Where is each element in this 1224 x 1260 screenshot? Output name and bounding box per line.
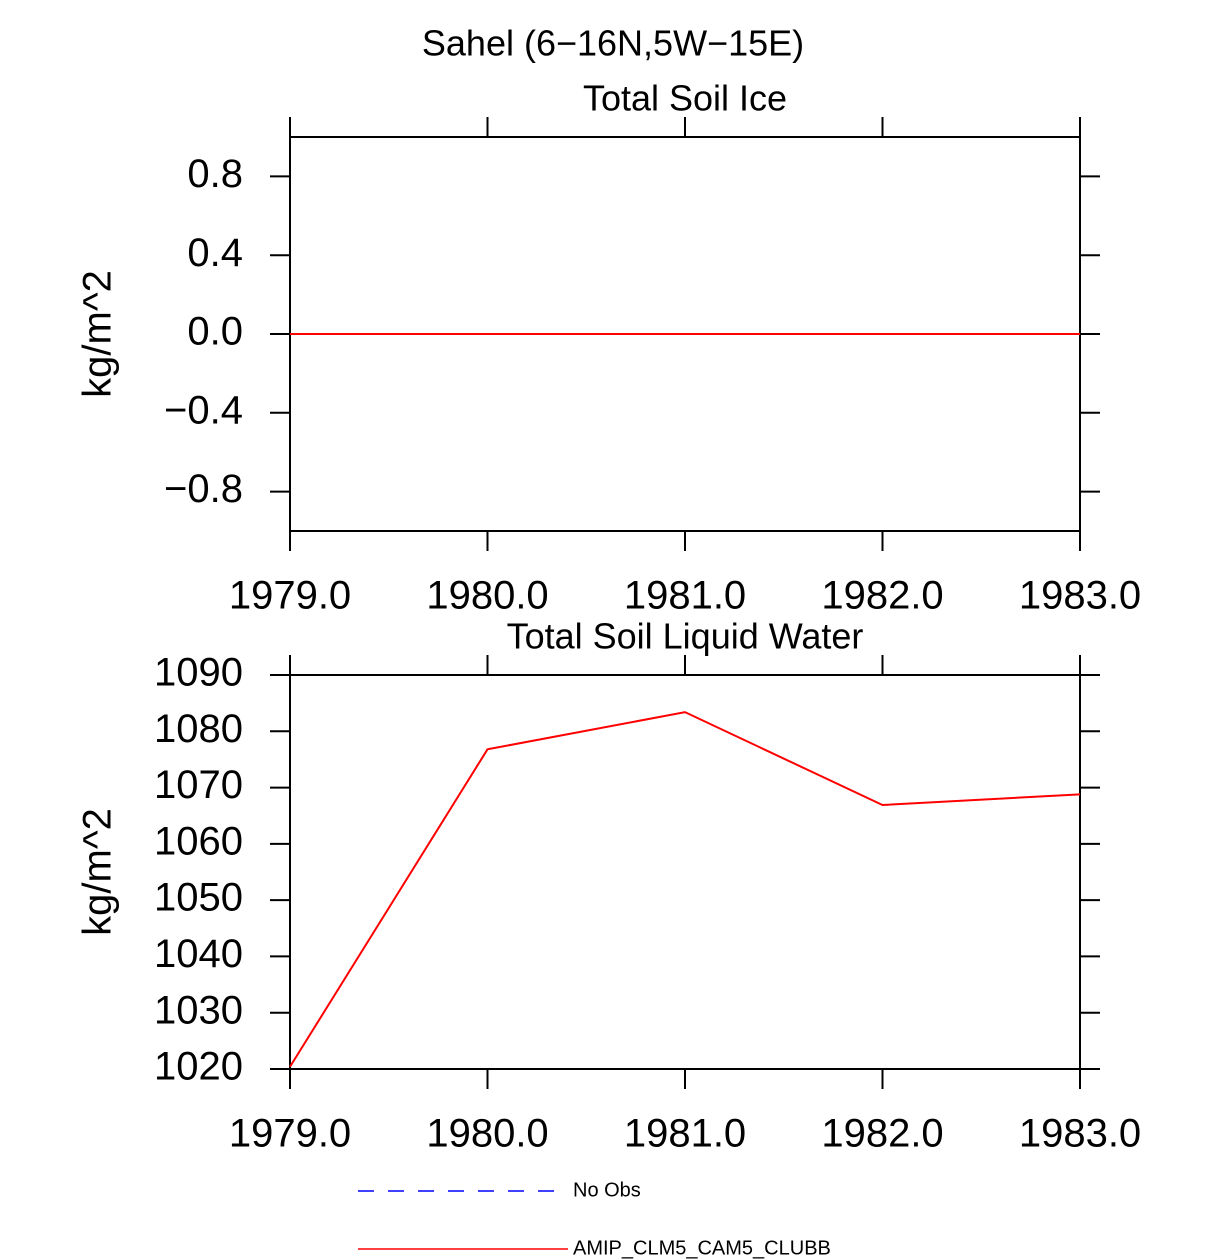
y-tick-label: −0.4 <box>164 388 243 432</box>
y-tick-label: −0.8 <box>164 467 243 511</box>
y-tick-label: 1050 <box>154 876 243 920</box>
y-axis-label: kg/m^2 <box>76 270 120 398</box>
y-tick-label: 1090 <box>154 651 243 695</box>
y-tick-label: 1030 <box>154 988 243 1032</box>
x-tick-label: 1979.0 <box>229 1112 351 1156</box>
x-tick-label: 1983.0 <box>1019 1112 1141 1156</box>
x-tick-label: 1981.0 <box>624 1112 746 1156</box>
y-tick-label: 0.8 <box>187 152 243 196</box>
x-tick-label: 1982.0 <box>821 1112 943 1156</box>
x-tick-label: 1979.0 <box>229 574 351 618</box>
plot-frame <box>289 674 1081 1070</box>
y-axis-label: kg/m^2 <box>76 808 120 936</box>
y-tick-label: 1070 <box>154 763 243 807</box>
x-tick-label: 1983.0 <box>1019 574 1141 618</box>
y-tick-label: 0.4 <box>187 231 243 275</box>
y-tick-label: 1020 <box>154 1045 243 1089</box>
legend-label: No Obs <box>573 1179 641 1201</box>
y-tick-label: 1060 <box>154 819 243 863</box>
y-tick-label: 1080 <box>154 707 243 751</box>
x-tick-label: 1980.0 <box>426 574 548 618</box>
x-tick-label: 1981.0 <box>624 574 746 618</box>
y-tick-label: 0.0 <box>187 310 243 354</box>
chart-title: Total Soil Liquid Water <box>507 616 864 657</box>
x-tick-label: 1982.0 <box>821 574 943 618</box>
data-line <box>289 711 1081 1068</box>
legend-label: AMIP_CLM5_CAM5_CLUBB <box>573 1237 831 1259</box>
main-title: Sahel (6−16N,5W−15E) <box>422 23 804 64</box>
x-tick-label: 1980.0 <box>426 1112 548 1156</box>
y-tick-label: 1040 <box>154 932 243 976</box>
chart-title: Total Soil Ice <box>583 78 787 119</box>
